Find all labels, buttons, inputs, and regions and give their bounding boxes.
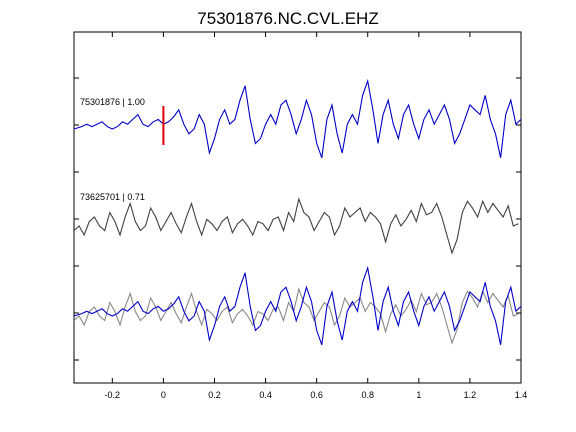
x-tick-label: 1.2 [464,390,477,400]
y-tick-group [74,77,521,361]
trace-label-group: 75301876 | 1.00 73625701 | 0.71 [80,97,145,202]
x-tick-label: 0 [161,390,166,400]
x-tick-label: 0.8 [361,390,374,400]
trace-label: 73625701 | 0.71 [80,192,145,202]
trace-reference-line [73,197,519,255]
x-tick-label: -0.2 [105,390,121,400]
trace-target-line [73,78,522,158]
x-tick-label: 0.6 [310,390,323,400]
x-tick-label: 1.4 [515,390,528,400]
x-tick-label: 0.2 [208,390,221,400]
x-tick-group [111,32,522,383]
x-tick-label: 0.4 [259,390,272,400]
trace-overlay-reference-line [73,287,519,345]
trace-overlay-target-line [73,265,522,345]
x-tick-label-group: -0.2 0 0.2 0.4 0.6 0.8 1 1.2 1.4 [105,390,528,400]
trace-group [73,78,522,345]
plot-frame [73,31,522,384]
x-tick-label: 1 [416,390,421,400]
trace-label: 75301876 | 1.00 [80,97,145,107]
chart-title: 75301876.NC.CVL.EHZ [197,9,378,28]
